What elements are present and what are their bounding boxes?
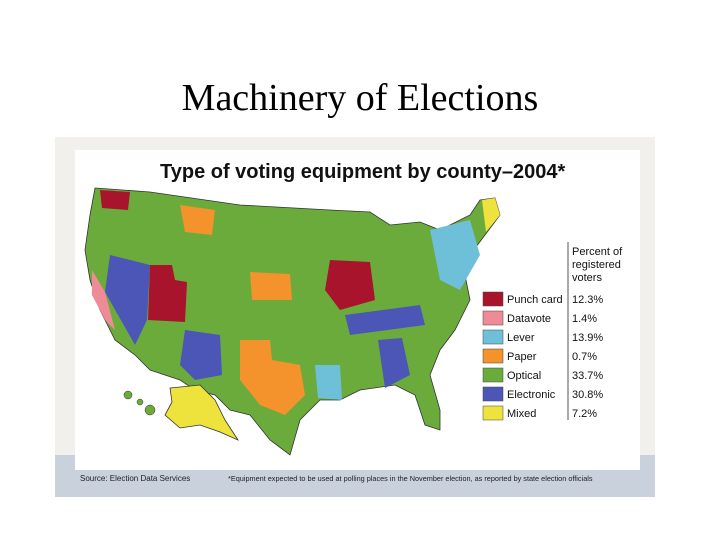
region-washington (100, 190, 130, 210)
legend-label: Mixed (507, 408, 536, 420)
legend-title-line: registered (572, 259, 621, 271)
legend-swatch (482, 405, 504, 421)
region-ohio-valley (325, 260, 375, 310)
scanned-figure: Type of voting equipment by county–2004*… (55, 137, 655, 497)
region-arizona (180, 330, 222, 380)
legend-value: 30.8% (572, 389, 603, 401)
legend-value: 0.7% (572, 351, 597, 363)
legend-label: Datavote (507, 313, 551, 325)
hawaii-island (136, 398, 144, 406)
footnote: *Equipment expected to be used at pollin… (228, 474, 593, 483)
legend-swatch (482, 329, 504, 345)
legend-value: 7.2% (572, 408, 597, 420)
legend-value: 33.7% (572, 370, 603, 382)
legend-swatch (482, 348, 504, 364)
source: Source: Election Data Services (80, 474, 190, 483)
region-california (92, 270, 115, 330)
legend-label: Punch card (507, 294, 563, 306)
region-plains (250, 272, 292, 300)
hawaii-island (123, 390, 133, 400)
hawaii-island (144, 404, 156, 416)
legend-value: 13.9% (572, 332, 603, 344)
legend-value: 1.4% (572, 313, 597, 325)
region-maine (482, 198, 500, 232)
us-map (84, 187, 501, 456)
region-northeast (430, 220, 480, 290)
region-nevada (105, 255, 150, 345)
figure-title: Type of voting equipment by county–2004* (160, 161, 565, 183)
legend-label: Electronic (507, 389, 556, 401)
legend-title-line: Percent of (572, 246, 623, 258)
region-utah (148, 265, 187, 322)
legend-value: 12.3% (572, 294, 603, 306)
legend-title-line: voters (572, 272, 602, 284)
region-georgia (378, 338, 410, 388)
alaska (164, 384, 240, 441)
legend-swatch (482, 291, 504, 307)
legend-label: Lever (507, 332, 535, 344)
slide-title: Machinery of Elections (182, 77, 539, 119)
legend-label: Optical (507, 370, 541, 382)
region-texas (240, 340, 305, 415)
legend-swatch (482, 386, 504, 402)
region-louisiana (315, 365, 342, 400)
region-tennessee (345, 305, 425, 335)
region-montana (180, 205, 215, 235)
legend-swatch (482, 310, 504, 326)
legend-swatch (482, 367, 504, 383)
legend-label: Paper (507, 351, 537, 363)
